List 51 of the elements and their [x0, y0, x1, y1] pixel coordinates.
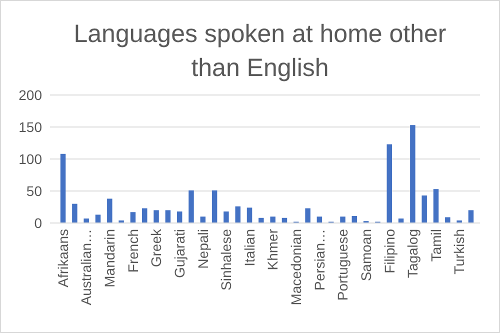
y-tick-label: 0 [34, 214, 42, 231]
x-tick-label: Portuguese [334, 228, 351, 301]
x-tick-label: Khmer [264, 228, 281, 270]
x-tick-label: French [124, 229, 141, 273]
chart-title: Languages spoken at home other than English [74, 20, 446, 82]
y-tick-label: 50 [26, 182, 42, 199]
bar [142, 208, 148, 223]
x-tick-label: Australian… [78, 229, 94, 306]
bar [165, 210, 171, 223]
x-tick-label: Afrikaans [54, 229, 71, 288]
bar [270, 216, 276, 223]
y-tick-label: 200 [18, 86, 42, 103]
x-tick-label: Mandarin [102, 229, 118, 288]
x-tick-label: Nepali [194, 229, 211, 269]
bar [246, 208, 252, 223]
x-tick-label: Sinhalese [218, 228, 234, 290]
bar [235, 206, 240, 223]
bar [224, 211, 229, 223]
bar [433, 189, 439, 223]
bar [84, 218, 89, 223]
bar [410, 125, 416, 223]
bar [60, 154, 66, 223]
bar [258, 218, 264, 223]
bar [107, 198, 112, 223]
bar [154, 210, 159, 223]
x-tick-label: Macedonian [288, 229, 304, 306]
y-tick-label: 150 [18, 118, 42, 135]
bar [340, 216, 346, 223]
x-tick-label: Gujarati [171, 229, 188, 278]
x-tick-label: Tagalog [404, 229, 421, 278]
bar [316, 216, 322, 223]
y-tick-label: 100 [18, 150, 42, 167]
bar [386, 144, 392, 223]
x-tick-label: Samoan [358, 229, 374, 282]
bar [188, 190, 194, 223]
x-tick-label: Greek [148, 228, 164, 268]
bar [176, 211, 182, 223]
bar [468, 210, 474, 223]
x-tick-label: Filipino [381, 228, 398, 274]
bar [445, 217, 450, 223]
x-tick-label: Italian [241, 229, 258, 266]
bar [95, 214, 101, 223]
x-tick-label: Persian… [311, 229, 328, 290]
bar [200, 216, 206, 223]
x-tick-label: Tamil [428, 229, 444, 262]
bar [212, 190, 218, 223]
bar [305, 208, 310, 223]
bar [422, 195, 427, 223]
x-tick-label: Turkish [451, 229, 468, 274]
bar [72, 204, 78, 223]
bar [130, 212, 136, 223]
